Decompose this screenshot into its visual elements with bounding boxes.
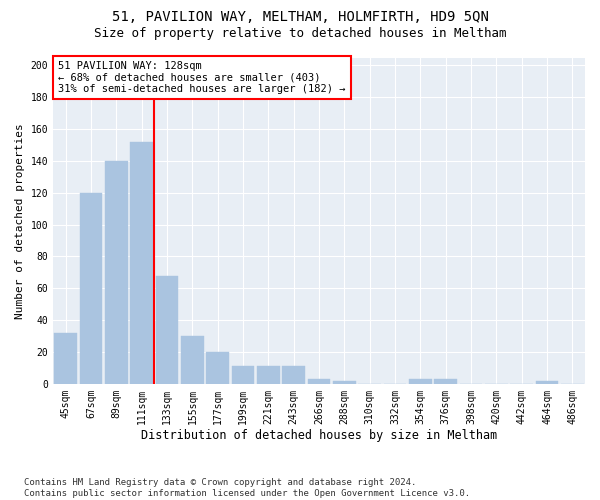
Text: 51, PAVILION WAY, MELTHAM, HOLMFIRTH, HD9 5QN: 51, PAVILION WAY, MELTHAM, HOLMFIRTH, HD… xyxy=(112,10,488,24)
X-axis label: Distribution of detached houses by size in Meltham: Distribution of detached houses by size … xyxy=(141,430,497,442)
Text: Contains HM Land Registry data © Crown copyright and database right 2024.
Contai: Contains HM Land Registry data © Crown c… xyxy=(24,478,470,498)
Bar xyxy=(282,366,305,384)
Y-axis label: Number of detached properties: Number of detached properties xyxy=(15,123,25,318)
Bar xyxy=(409,379,432,384)
Bar xyxy=(206,352,229,384)
Bar xyxy=(232,366,254,384)
Bar xyxy=(105,161,128,384)
Bar xyxy=(434,379,457,384)
Bar xyxy=(333,380,356,384)
Bar xyxy=(181,336,204,384)
Text: 51 PAVILION WAY: 128sqm
← 68% of detached houses are smaller (403)
31% of semi-d: 51 PAVILION WAY: 128sqm ← 68% of detache… xyxy=(58,61,346,94)
Bar xyxy=(130,142,153,384)
Bar xyxy=(257,366,280,384)
Bar xyxy=(308,379,331,384)
Bar xyxy=(55,333,77,384)
Bar xyxy=(536,380,559,384)
Text: Size of property relative to detached houses in Meltham: Size of property relative to detached ho… xyxy=(94,28,506,40)
Bar xyxy=(155,276,178,384)
Bar xyxy=(80,193,103,384)
